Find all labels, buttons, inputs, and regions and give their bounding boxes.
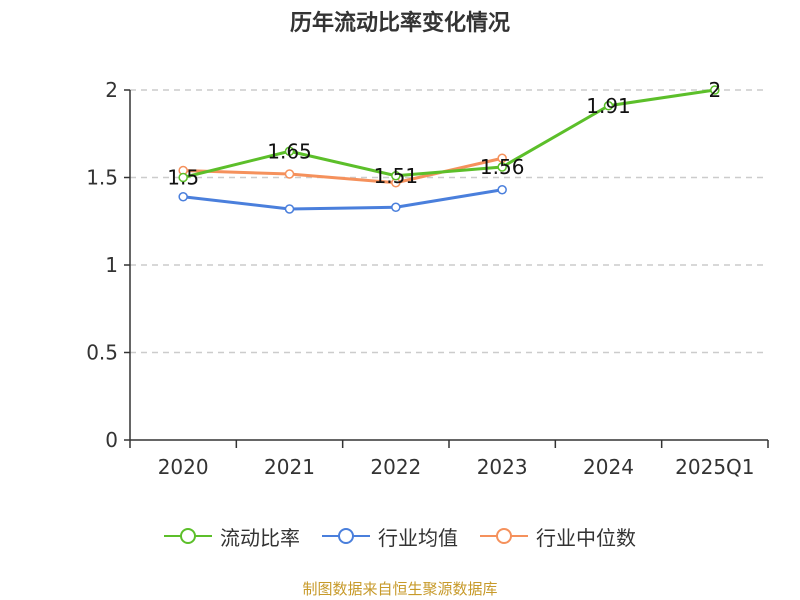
data-point xyxy=(284,146,295,156)
series-lines xyxy=(182,88,716,211)
legend-label: 行业中位数 xyxy=(536,525,636,550)
legend-line-circle-icon xyxy=(322,528,370,544)
x-tick-label: 2020 xyxy=(158,455,209,479)
y-tick-label: 0.5 xyxy=(86,341,118,365)
y-tick-label: 1 xyxy=(105,253,118,277)
series-line xyxy=(182,88,716,179)
data-point xyxy=(178,192,188,202)
data-point xyxy=(391,171,401,181)
legend-line-circle-icon xyxy=(480,528,528,544)
data-point xyxy=(497,162,507,172)
grid-lines xyxy=(130,89,768,354)
legend: 流动比率 行业均值 行业中位数 xyxy=(0,518,800,554)
data-label: 2 xyxy=(708,78,721,102)
data-point xyxy=(284,169,295,179)
data-point xyxy=(284,204,295,214)
x-tick-label: 2025Q1 xyxy=(675,455,754,479)
data-labels: 1.5 1.65 1.51 1.56 1.91 2 xyxy=(167,78,721,190)
legend-label: 行业均值 xyxy=(378,525,458,550)
y-tick-label: 1.5 xyxy=(86,166,118,190)
chart-title: 历年流动比率变化情况 xyxy=(289,11,510,36)
legend-item-industry-average[interactable]: 行业均值 xyxy=(322,522,458,551)
axes: 0 0.5 1 1.5 2 2020 2021 2022 2023 2024 2025Q1 xyxy=(86,78,769,479)
data-label: 1.91 xyxy=(586,94,631,118)
data-point xyxy=(497,185,507,195)
legend-item-industry-median[interactable]: 行业中位数 xyxy=(480,522,636,551)
legend-label: 流动比率 xyxy=(220,525,300,550)
source-note: 制图数据来自恒生聚源数据库 xyxy=(302,580,498,598)
x-tick-label: 2022 xyxy=(370,455,421,479)
data-point xyxy=(391,202,401,212)
data-label: 1.51 xyxy=(374,164,419,188)
series-line xyxy=(182,188,503,211)
data-point xyxy=(178,172,188,183)
y-tick-label: 0 xyxy=(105,428,118,452)
legend-line-circle-icon xyxy=(164,528,212,544)
data-label: 1.56 xyxy=(480,155,525,179)
series-points xyxy=(178,85,720,214)
x-tick-label: 2023 xyxy=(477,455,528,479)
data-point xyxy=(603,101,614,111)
x-tick-label: 2024 xyxy=(583,455,634,479)
y-tick-label: 2 xyxy=(105,78,118,102)
data-label: 1.65 xyxy=(267,139,312,163)
data-point xyxy=(710,85,720,95)
legend-item-current-ratio[interactable]: 流动比率 xyxy=(164,522,300,551)
data-label: 1.5 xyxy=(167,166,199,190)
x-tick-label: 2021 xyxy=(264,455,315,479)
